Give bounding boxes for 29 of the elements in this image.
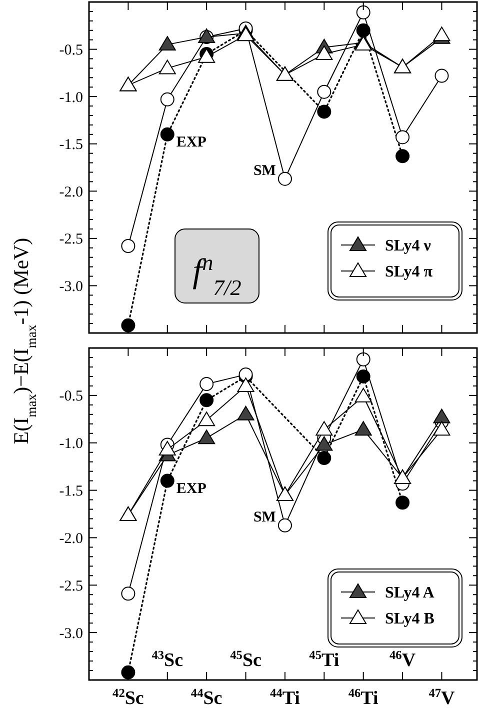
y-tick-label: -1.0 [59,90,83,106]
annotation: EXP [176,480,206,497]
y-tick-label: -3.0 [59,626,83,642]
x-tick-label: $^{43}$Sc [152,648,184,671]
y-tick-label: -1.0 [59,436,83,452]
x-tick-label: $^{44}$Sc [190,686,222,709]
x-tick-label: $^{46}$Ti [348,686,378,709]
annotation: SM [253,509,276,526]
y-tick-label: -0.5 [59,42,83,59]
legend-label: SLy4 B [385,610,435,628]
y-tick-label: -1.5 [59,137,83,154]
legend-label: SLy4 A [385,584,435,602]
legend-label: SLy4 ν [385,238,431,255]
annotation: SM [253,162,276,179]
x-tick-label: $^{44}$Ti [270,686,300,709]
y-tick-label: -2.5 [59,578,83,594]
x-tick-label: $^{45}$Sc [230,648,262,671]
y-tick-label: -0.5 [59,388,83,405]
x-tick-label: $^{42}$Sc [112,686,144,709]
y-tick-label: -2.5 [59,232,83,248]
y-tick-label: -2.0 [59,184,83,200]
y-tick-label: -1.5 [59,484,83,500]
x-tick-label: $^{46}$V [389,648,416,671]
x-tick-label: $^{47}$V [428,686,456,709]
y-tick-label: -3.0 [59,278,83,295]
y-tick-label: -2.0 [59,530,83,547]
annotation: EXP [176,134,206,150]
legend-label: SLy4 π [385,264,433,281]
x-tick-label: $^{45}$Ti [309,648,340,671]
